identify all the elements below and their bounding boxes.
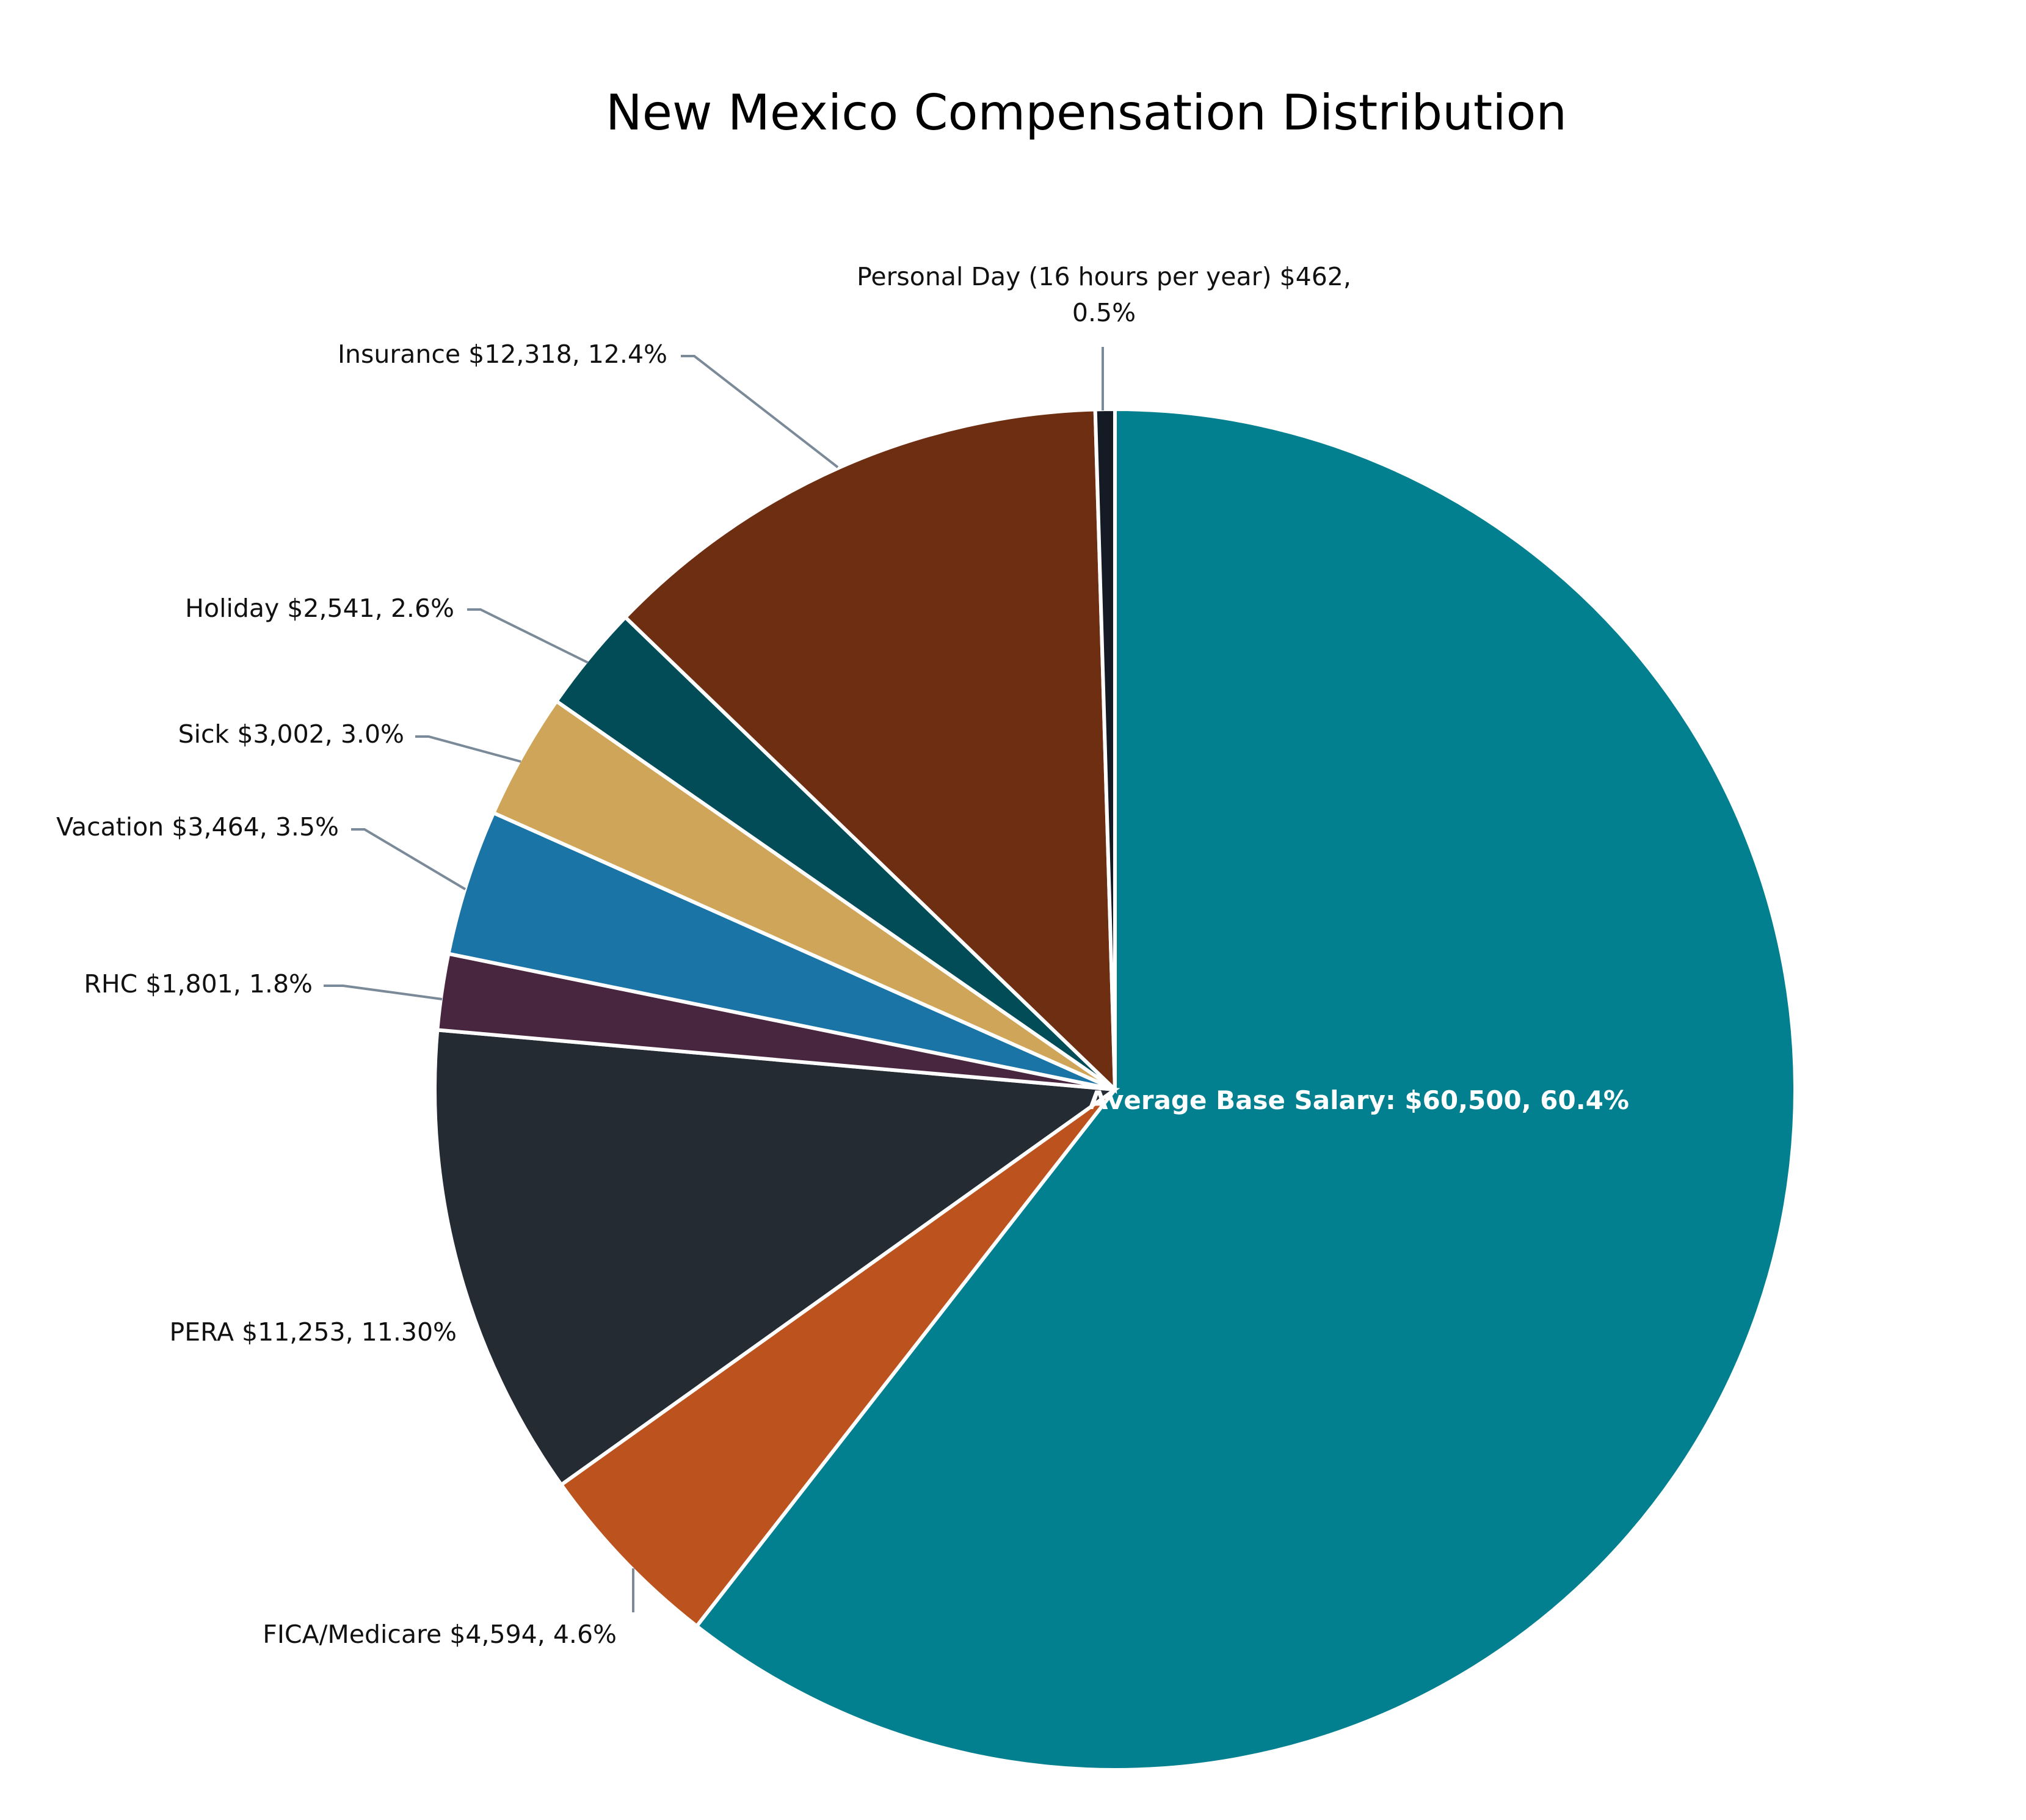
label-average-base-salary: Average Base Salary: $60,500, 60.4% — [1088, 1085, 1629, 1115]
label-insurance: Insurance $12,318, 12.4% — [338, 340, 667, 369]
slice-labels: Average Base Salary: $60,500, 60.4% FICA/… — [56, 262, 1629, 1649]
label-rhc: RHC $1,801, 1.8% — [84, 969, 313, 999]
slice-personal-day-16-hours-per-year — [1093, 407, 1117, 1090]
leader-insurance — [681, 355, 839, 468]
label-vacation: Vacation $3,464, 3.5% — [56, 812, 339, 842]
label-holiday: Holiday $2,541, 2.6% — [185, 594, 454, 623]
slice-pera — [433, 1028, 1120, 1488]
slice-average-base-salary — [694, 407, 1797, 1772]
slice-fica-medicare — [558, 1088, 1117, 1629]
slice-insurance — [622, 407, 1117, 1094]
leader-lines — [324, 347, 1104, 1612]
pie-slices — [433, 407, 1797, 1772]
label-fica-medicare: FICA/Medicare $4,594, 4.6% — [263, 1620, 617, 1649]
leader-holiday — [467, 608, 589, 664]
leader-sick — [415, 735, 521, 763]
label-pera: PERA $11,253, 11.30% — [170, 1317, 457, 1347]
label-personal-day-16-hours-per-year: Personal Day (16 hours per year) $462, 0.… — [857, 262, 1351, 327]
chart-title: New Mexico Compensation Distribution — [605, 84, 1567, 141]
label-sick: Sick $3,002, 3.0% — [178, 719, 404, 749]
leader-rhc — [324, 985, 443, 1000]
leader-vacation — [351, 828, 467, 890]
slice-vacation — [446, 810, 1116, 1091]
